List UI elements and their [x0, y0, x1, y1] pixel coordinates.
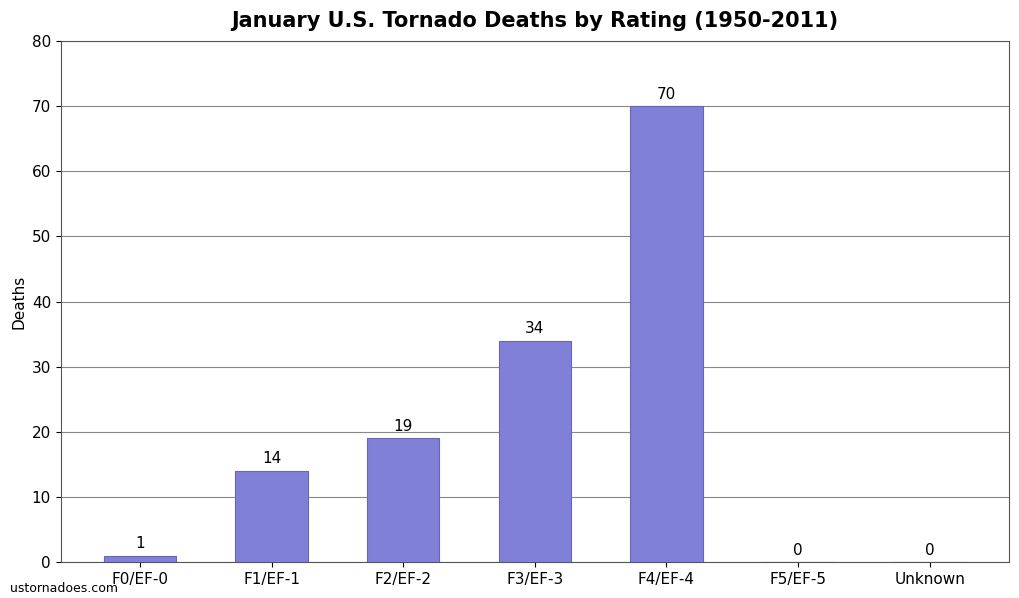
Y-axis label: Deaths: Deaths [11, 274, 26, 329]
Bar [630, 106, 702, 562]
Bar [498, 341, 571, 562]
Text: 14: 14 [262, 451, 281, 466]
Text: 19: 19 [393, 419, 413, 434]
Title: January U.S. Tornado Deaths by Rating (1950-2011): January U.S. Tornado Deaths by Rating (1… [231, 11, 838, 31]
Text: ustornadoes.com: ustornadoes.com [10, 582, 118, 595]
Text: 0: 0 [793, 542, 802, 557]
Text: 34: 34 [525, 321, 544, 336]
Bar [367, 438, 439, 562]
Bar [235, 471, 308, 562]
Text: 70: 70 [656, 87, 676, 102]
Text: 1: 1 [136, 536, 145, 551]
Text: 0: 0 [924, 542, 933, 557]
Bar [104, 556, 176, 562]
